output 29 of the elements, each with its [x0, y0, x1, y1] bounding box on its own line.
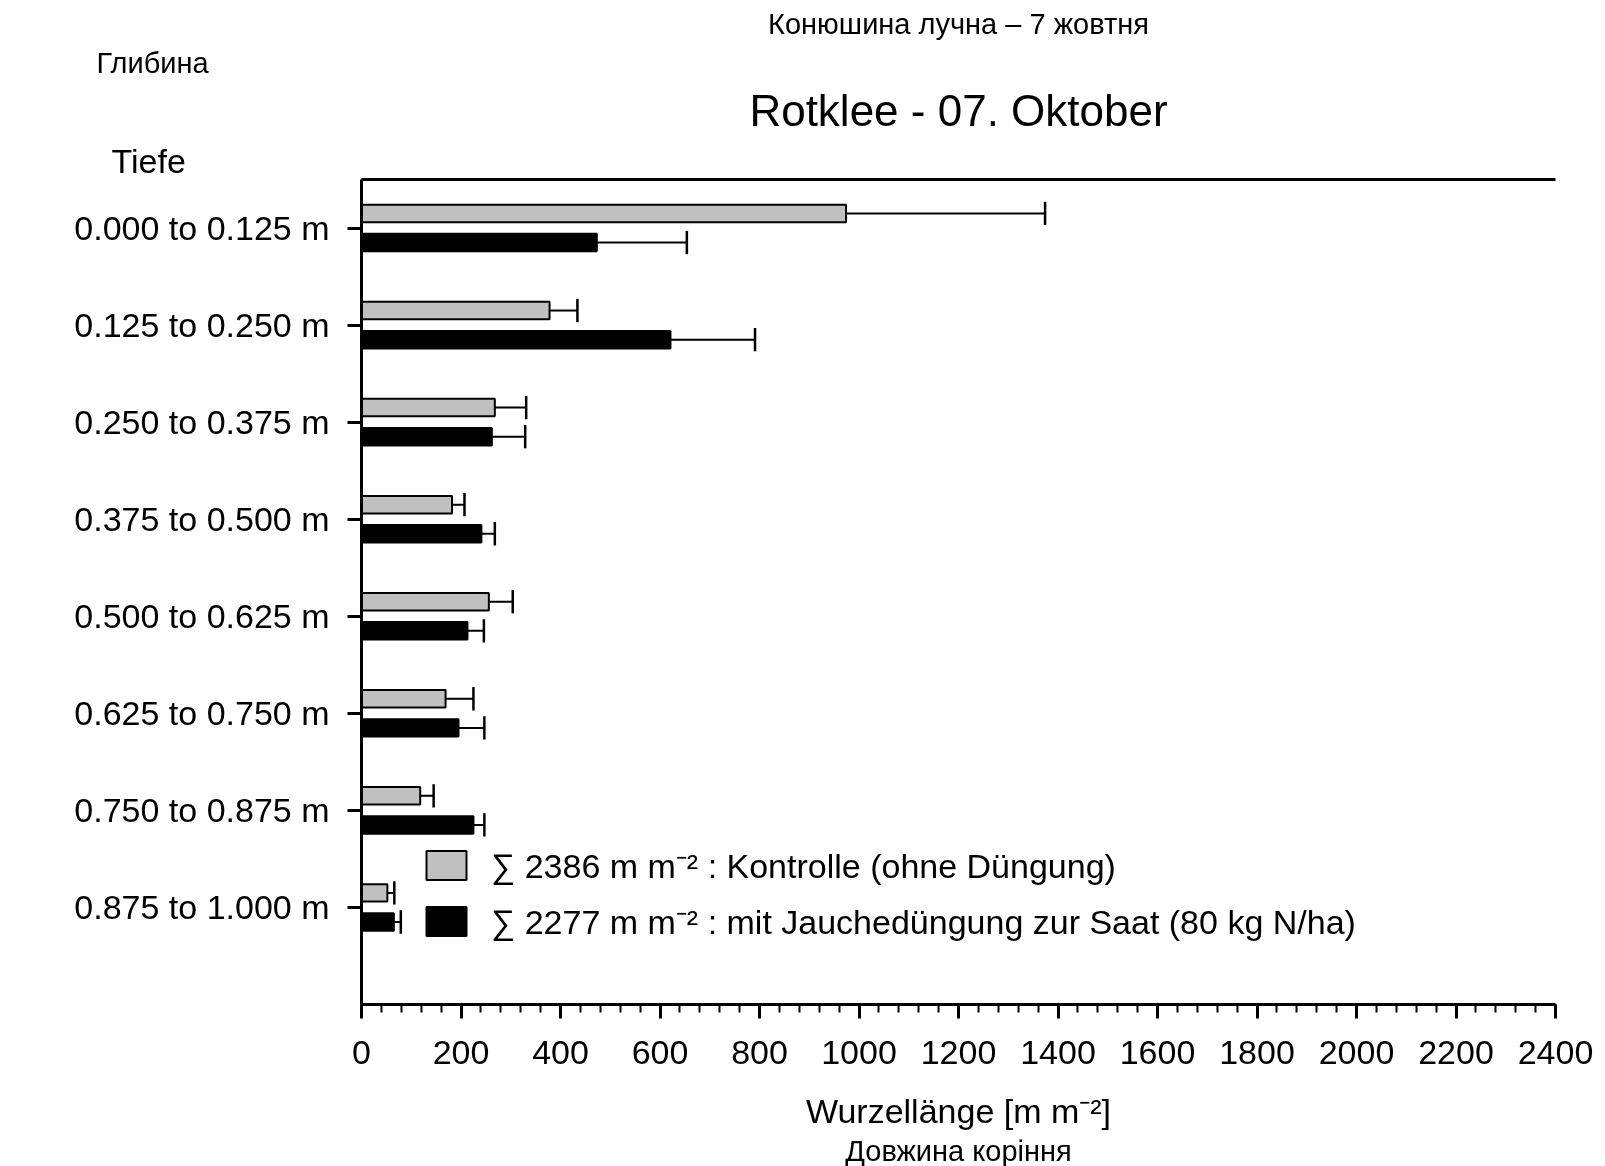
x-tick-label: 2200 [1418, 1032, 1494, 1071]
y-tick-label: 0.500 to 0.625 m [74, 597, 330, 636]
y-tick-label: 0.750 to 0.875 m [74, 791, 330, 830]
x-axis-title: Wurzellänge [m m⁻²] [805, 1091, 1112, 1130]
x-tick-label: 1800 [1219, 1032, 1295, 1071]
x-tick-label: 2400 [1517, 1032, 1594, 1071]
x-tick-label: 1600 [1119, 1032, 1196, 1071]
y-axis-title: Tiefe [111, 141, 186, 180]
x-tick-label: 1000 [821, 1032, 897, 1071]
x-tick-label: 400 [532, 1032, 589, 1071]
legend-label: ∑ 2277 m m⁻² : mit Jauchedüngung zur Saat (80 kg N/ha) [491, 902, 1356, 943]
y-tick-label: 0.875 to 1.000 m [74, 888, 330, 927]
y-tick-label: 0.250 to 0.375 m [74, 403, 330, 442]
chart-subtitle: Конюшина лучна – 7 жовтня [768, 7, 1149, 40]
x-tick-label: 1200 [920, 1032, 997, 1071]
x-tick-label: 800 [731, 1032, 788, 1071]
x-tick-label: 600 [631, 1032, 689, 1071]
x-tick-label: 200 [432, 1032, 490, 1071]
text: Глибина [96, 46, 210, 79]
y-tick-label: 0.000 to 0.125 m [74, 209, 330, 248]
y-tick-label: 0.625 to 0.750 m [74, 694, 330, 733]
x-tick-label: 1400 [1020, 1032, 1096, 1071]
x-tick-label: 2000 [1318, 1032, 1395, 1071]
y-tick-label: 0.375 to 0.500 m [74, 500, 330, 539]
legend-label: ∑ 2386 m m⁻² : Kontrolle (ohne Düngung) [491, 846, 1116, 887]
x-tick-label: 0 [352, 1032, 371, 1071]
y-tick-label: 0.125 to 0.250 m [74, 306, 330, 345]
chart-title: Rotklee - 07. Oktober [749, 85, 1168, 135]
text: Довжина коріння [845, 1134, 1072, 1166]
